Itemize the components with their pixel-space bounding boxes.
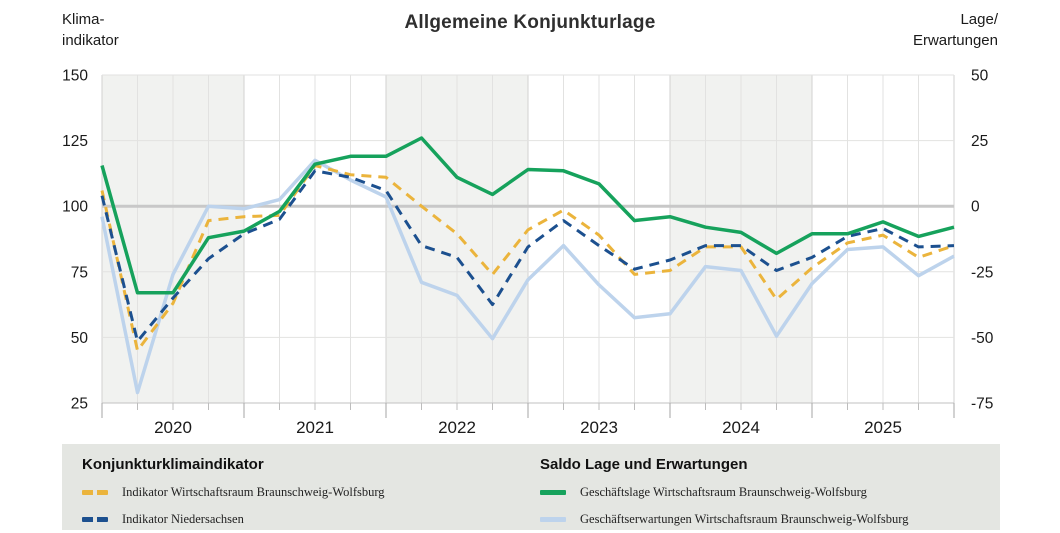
right-axis-title-line1: Lage/	[960, 11, 998, 28]
x-axis-year-label: 2023	[580, 418, 618, 437]
right-axis-tick-label: -75	[971, 396, 993, 413]
x-axis-year-label: 2024	[722, 418, 760, 437]
right-axis-tick-label: -50	[971, 330, 994, 347]
right-axis-tick-label: 25	[971, 133, 988, 150]
legend-heading: Saldo Lage und Erwartungen	[540, 456, 748, 473]
legend-group-klimaindikator: Konjunkturklimaindikator Indikator Wirts…	[82, 444, 512, 533]
right-axis-tick-label: -25	[971, 264, 993, 281]
legend-item: Indikator Wirtschaftsraum Braunschweig-W…	[82, 479, 512, 506]
right-axis-title-line2: Erwartungen	[912, 32, 998, 49]
legend-heading: Konjunkturklimaindikator	[82, 456, 264, 473]
legend-item-label: Geschäftslage Wirtschaftsraum Braunschwe…	[580, 485, 867, 499]
x-axis-year-label: 2021	[296, 418, 334, 437]
legend-item-label: Geschäftserwartungen Wirtschaftsraum Bra…	[580, 512, 909, 526]
solid-line-swatch-icon	[540, 490, 566, 495]
dashed-line-swatch-icon	[82, 517, 108, 522]
series-line	[100, 136, 955, 295]
chart-title: Allgemeine Konjunkturlage	[404, 12, 656, 33]
legend-item: Geschäftserwartungen Wirtschaftsraum Bra…	[540, 506, 980, 533]
solid-line-swatch-icon	[540, 517, 566, 522]
x-axis-year-label: 2025	[864, 418, 902, 437]
left-axis-title: Klima- indikator	[62, 9, 119, 51]
x-axis-year-label: 2020	[154, 418, 192, 437]
left-axis-tick-label: 50	[71, 330, 89, 347]
left-axis-tick-label: 100	[62, 199, 88, 216]
legend: Konjunkturklimaindikator Indikator Wirts…	[62, 444, 1000, 530]
right-axis-tick-label: 50	[971, 68, 989, 85]
series-line	[100, 158, 955, 395]
left-axis-tick-label: 25	[71, 396, 88, 413]
right-axis-tick-label: 0	[971, 199, 980, 216]
legend-item-label: Indikator Wirtschaftsraum Braunschweig-W…	[122, 485, 385, 499]
x-axis-year-label: 2022	[438, 418, 476, 437]
chart-header: Klima- indikator Allgemeine Konjunkturla…	[0, 0, 1060, 60]
legend-group-saldo: Saldo Lage und Erwartungen Geschäftslage…	[540, 444, 980, 533]
left-axis-title-line2: indikator	[62, 32, 119, 49]
left-axis-title-line1: Klima-	[62, 11, 105, 28]
legend-item-label: Indikator Niedersachsen	[122, 512, 244, 526]
left-axis-tick-label: 125	[62, 133, 88, 150]
series-line	[100, 164, 955, 352]
right-axis-title: Lage/ Erwartungen	[913, 9, 998, 51]
line-chart: 2020 2021 2022 2023 2024 2025 150 125 100 75 50 25 5…	[62, 68, 994, 438]
legend-item: Geschäftslage Wirtschaftsraum Braunschwe…	[540, 479, 980, 506]
series-line	[100, 169, 955, 343]
left-axis-tick-label: 150	[62, 68, 88, 85]
dashed-line-swatch-icon	[82, 490, 108, 495]
legend-item: Indikator Niedersachsen	[82, 506, 512, 533]
left-axis-tick-label: 75	[71, 264, 88, 281]
